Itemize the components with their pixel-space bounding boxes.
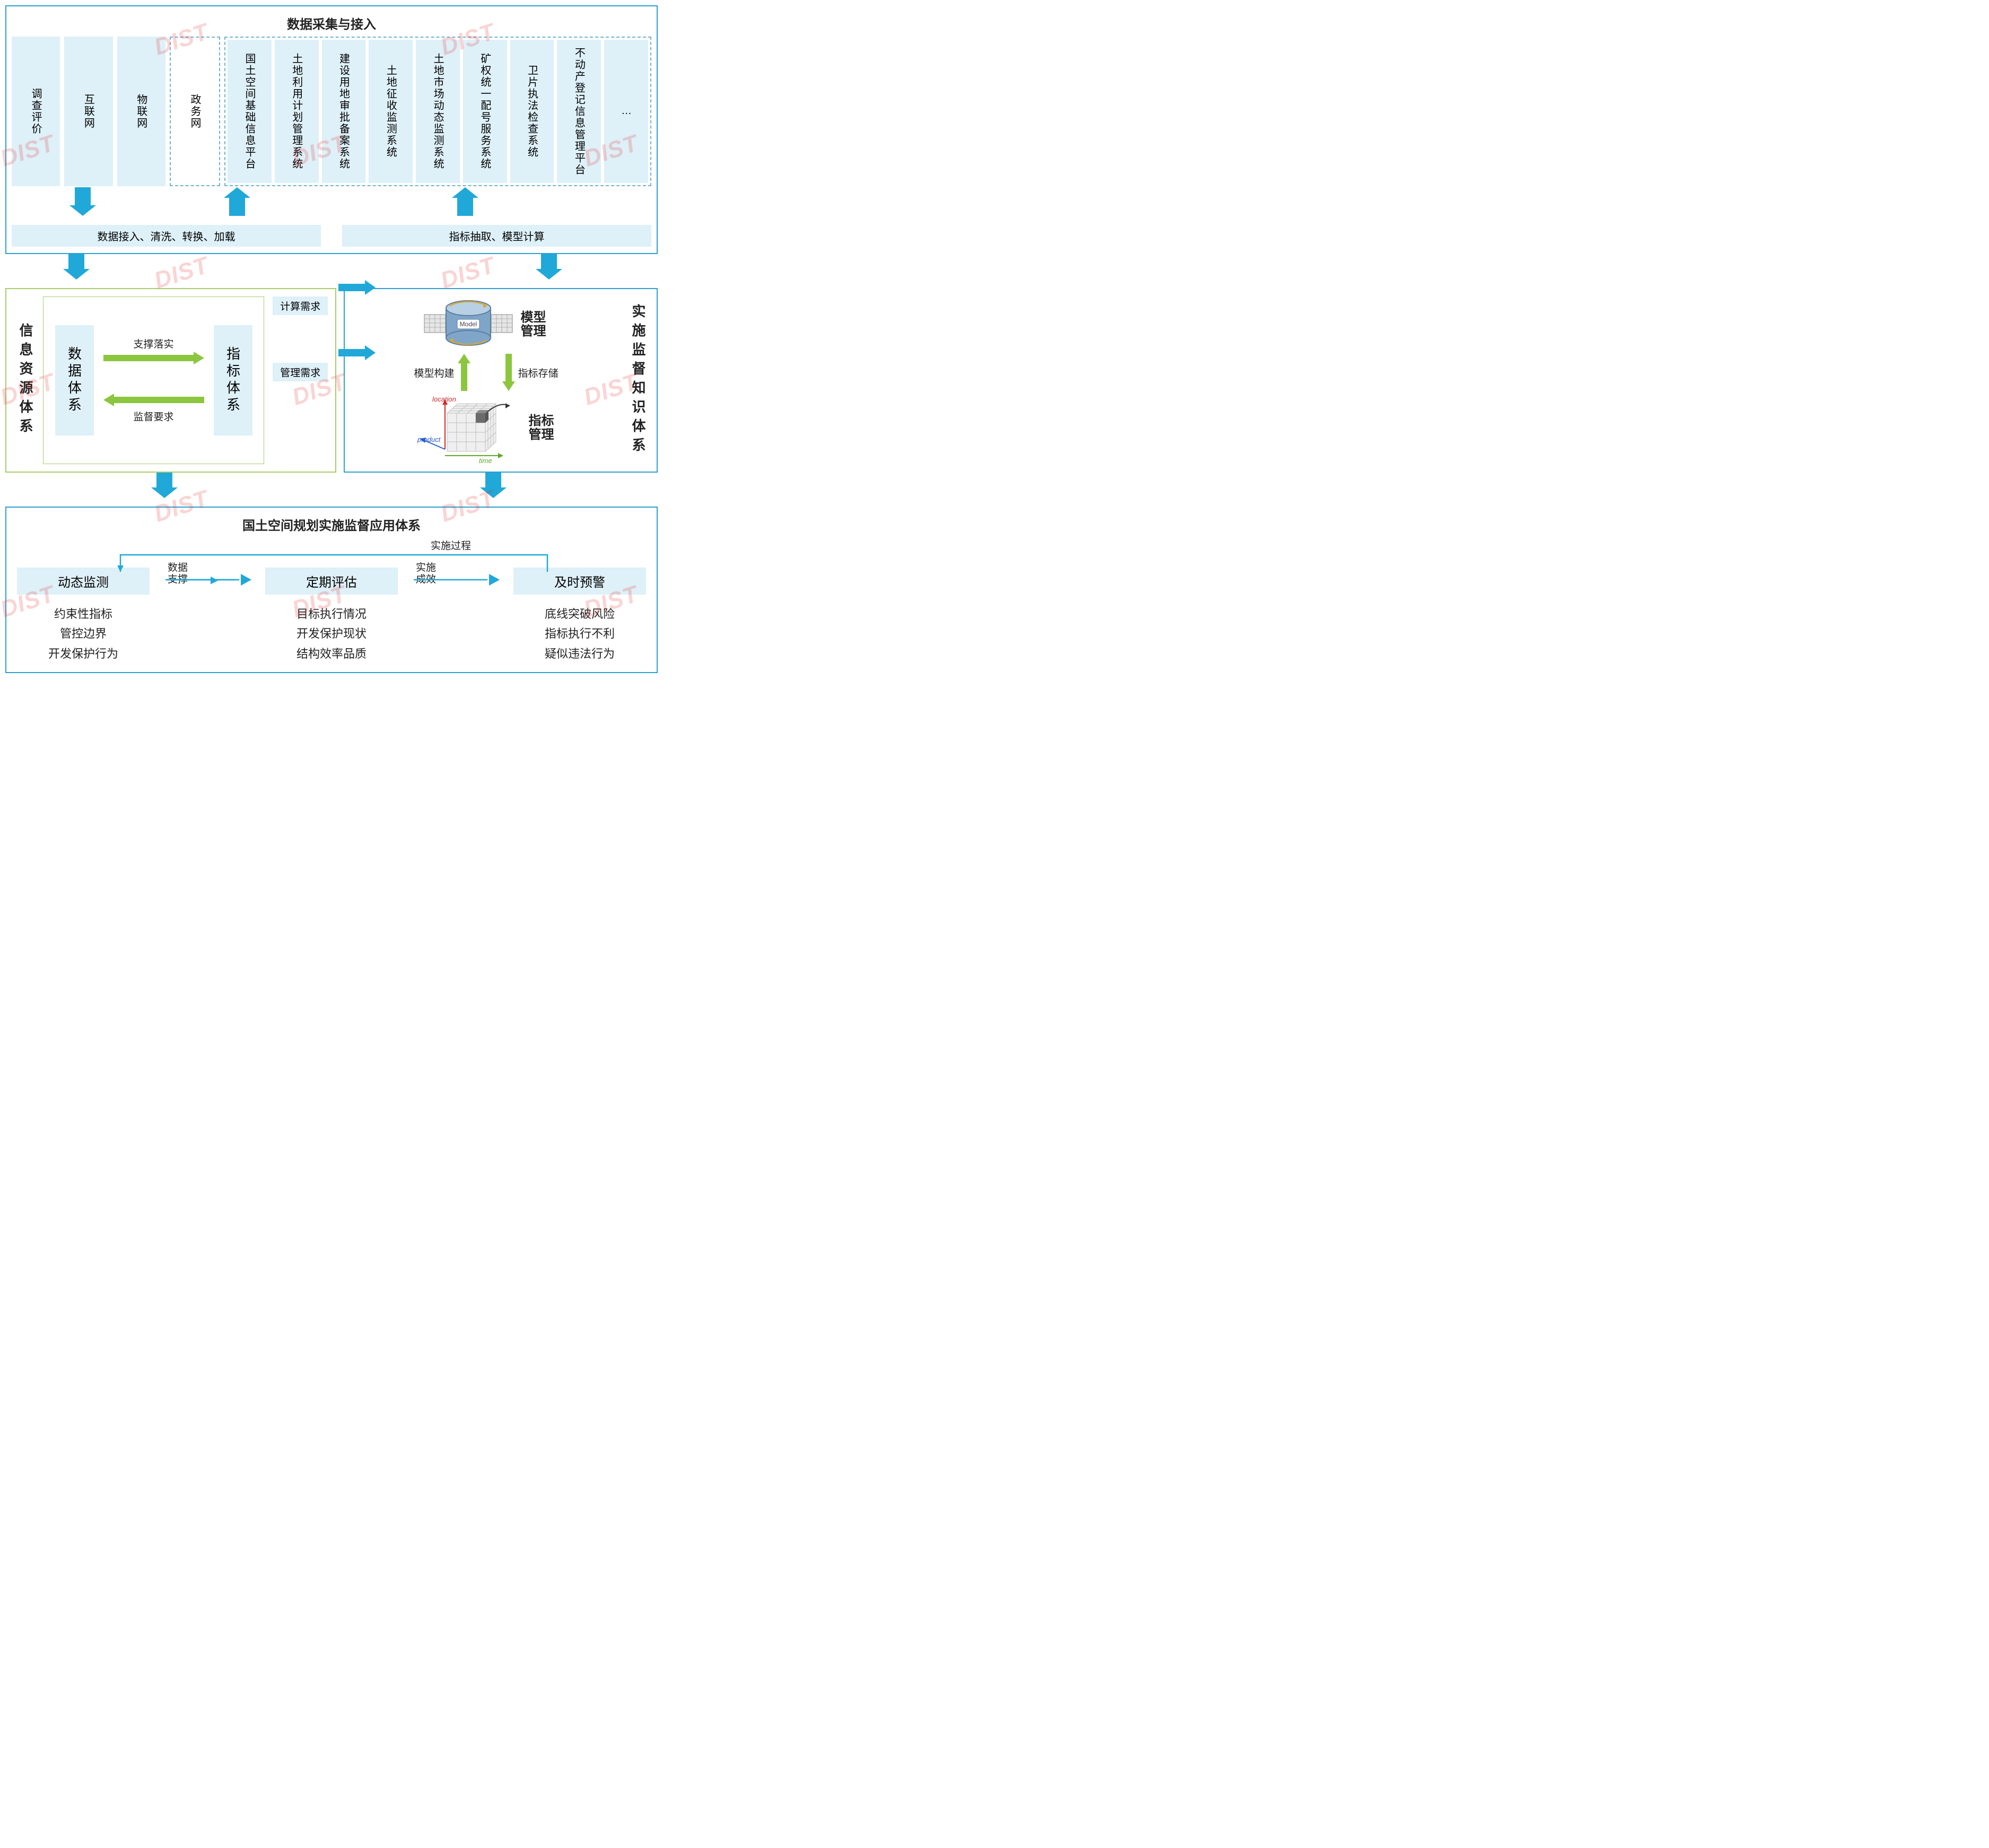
mid-to-bottom-arrows bbox=[5, 473, 658, 499]
src-g7: 不动产登记信息管理平台 bbox=[557, 40, 601, 183]
svg-text:time: time bbox=[479, 457, 492, 465]
src-group: 国土空间基础信息平台 土地利用计划管理系统 建设用地审批备案系统 土地征收监测系… bbox=[224, 37, 651, 186]
mid-row: 信息资源体系 数据体系 支撑落实 bbox=[5, 288, 658, 473]
bp-l0-0: 约束性指标 bbox=[17, 604, 150, 624]
bp-box-2: 及时预警 bbox=[513, 568, 646, 595]
bp-l0-1: 管控边界 bbox=[17, 624, 150, 643]
arrow-down-icon bbox=[502, 354, 515, 391]
arrow-ab-label: 支撑落实 bbox=[103, 336, 204, 351]
bp-l1-2: 结构效率品质 bbox=[265, 644, 398, 664]
bp-l2-0: 底线突破风险 bbox=[513, 604, 646, 624]
top-bars: 数据接入、清洗、转换、加载 指标抽取、模型计算 bbox=[12, 225, 651, 247]
src-g6: 卫片执法检查系统 bbox=[510, 40, 554, 183]
bp-l1-1: 开发保护现状 bbox=[265, 624, 398, 643]
top-to-mid-arrows bbox=[5, 254, 658, 281]
model-db-icon: Model bbox=[423, 295, 513, 354]
top-title: 数据采集与接入 bbox=[12, 10, 651, 37]
data-cube-icon: location product time bbox=[415, 391, 521, 465]
bp-l0-2: 开发保护行为 bbox=[17, 644, 150, 664]
bp-arrow-1h bbox=[165, 568, 249, 592]
arrow-up-label: 模型构建 bbox=[414, 365, 455, 380]
bar-left: 数据接入、清洗、转换、加载 bbox=[12, 225, 321, 247]
bar-right: 指标抽取、模型计算 bbox=[342, 225, 651, 247]
src-g8: … bbox=[604, 40, 648, 183]
bp-box-0: 动态监测 bbox=[17, 568, 150, 595]
bp-l2-1: 指标执行不利 bbox=[513, 624, 646, 643]
src-g1: 土地利用计划管理系统 bbox=[275, 40, 319, 183]
src-iot: 物联网 bbox=[117, 37, 165, 186]
arrow-up-icon bbox=[458, 354, 470, 391]
mid-left-title: 信息资源体系 bbox=[14, 297, 38, 464]
top-panel: 数据采集与接入 调查评价 互联网 物联网 政务网 国土空间基础信息平台 土地利用… bbox=[5, 5, 658, 254]
mid-left-panel: 信息资源体系 数据体系 支撑落实 bbox=[5, 288, 336, 473]
src-g3: 土地征收监测系统 bbox=[369, 40, 413, 183]
bp-arrow-2 bbox=[414, 568, 498, 592]
box-data-system: 数据体系 bbox=[55, 325, 94, 435]
src-internet: 互联网 bbox=[64, 37, 112, 186]
src-govnet: 政务网 bbox=[170, 37, 220, 186]
src-survey: 调查评价 bbox=[12, 37, 60, 186]
src-g0: 国土空间基础信息平台 bbox=[228, 40, 272, 183]
src-g5: 矿权统一配号服务系统 bbox=[463, 40, 507, 183]
bp-arrowhead-1 bbox=[241, 574, 251, 586]
arrow-ba-label: 监督要求 bbox=[103, 409, 204, 423]
req-calc: 计算需求 bbox=[273, 297, 328, 315]
bp-list-1: 目标执行情况 开发保护现状 结构效率品质 bbox=[265, 604, 398, 664]
bp-l1-0: 目标执行情况 bbox=[265, 604, 398, 624]
arrow-right-icon bbox=[103, 352, 204, 364]
arrow-down-label: 指标存储 bbox=[518, 365, 559, 380]
src-g4: 土地市场动态监测系统 bbox=[416, 40, 460, 183]
label-model-mgmt: 模型管理 bbox=[521, 311, 549, 339]
bottom-title: 国土空间规划实施监督应用体系 bbox=[17, 511, 646, 538]
req-mgmt: 管理需求 bbox=[273, 363, 328, 381]
label-index-mgmt: 指标管理 bbox=[529, 414, 557, 442]
bp-box-1: 定期评估 bbox=[265, 568, 398, 595]
svg-text:Model: Model bbox=[459, 320, 477, 328]
src-g2: 建设用地审批备案系统 bbox=[322, 40, 366, 183]
box-index-system: 指标体系 bbox=[214, 325, 252, 435]
top-inner-arrows bbox=[12, 187, 664, 219]
arrow-left-icon bbox=[103, 394, 204, 406]
bp-l2-2: 疑似违法行为 bbox=[513, 644, 646, 664]
feedback-label: 实施过程 bbox=[431, 538, 471, 552]
mid-right-title: 实施监督知识体系 bbox=[626, 295, 650, 465]
bp-list-0: 约束性指标 管控边界 开发保护行为 bbox=[17, 604, 150, 664]
bottom-panel: 国土空间规划实施监督应用体系 实施过程 动态监测 数据支撑 bbox=[5, 507, 658, 673]
sources-row: 调查评价 互联网 物联网 政务网 国土空间基础信息平台 土地利用计划管理系统 建… bbox=[12, 37, 651, 186]
bp-arrowhead-2 bbox=[489, 574, 500, 586]
bottom-lists: 约束性指标 管控边界 开发保护行为 目标执行情况 开发保护现状 结构效率品质 底… bbox=[17, 604, 646, 664]
bp-list-2: 底线突破风险 指标执行不利 疑似违法行为 bbox=[513, 604, 646, 664]
mid-right-panel: Model 模型管理 模型构建 bbox=[344, 288, 658, 473]
bottom-boxes-row: 动态监测 数据支撑 定期评估 实施成效 bbox=[17, 568, 646, 595]
